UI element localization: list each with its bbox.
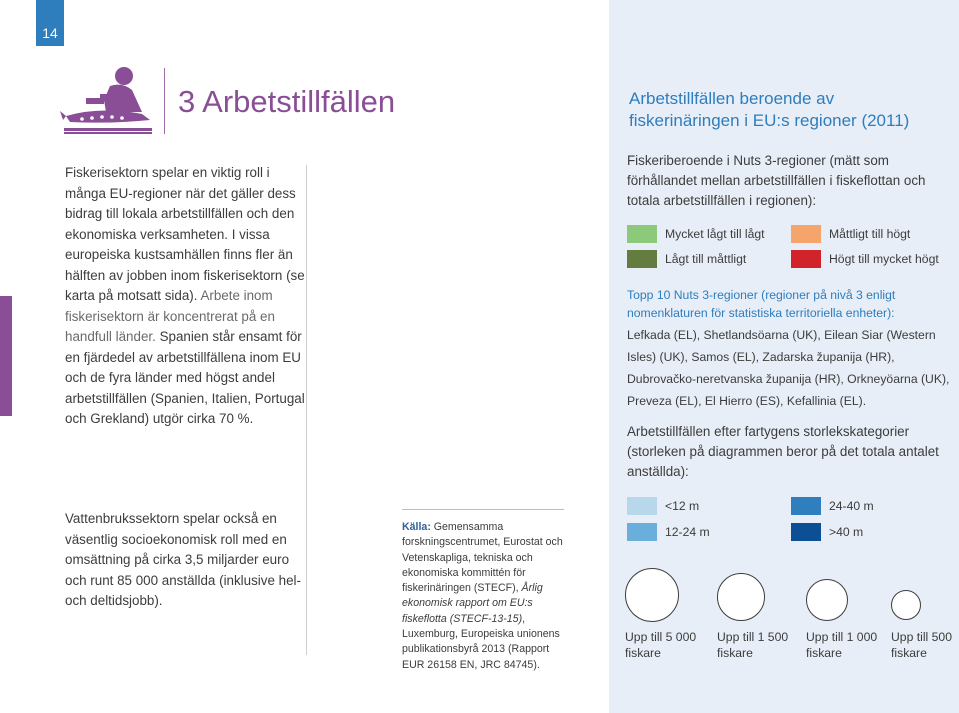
size-circle-1000 — [806, 579, 848, 621]
fisheries-worker-icon — [60, 64, 156, 136]
legend-item-24-40m: 24-40 m — [791, 497, 874, 515]
paragraph-1-main: Fiskerisektorn spelar en viktig roll i m… — [65, 165, 305, 303]
top10-list: Lefkada (EL), Shetlandsöarna (UK), Eilea… — [627, 328, 950, 408]
source-report-title: Årlig ekonomisk rapport om EU:s fiskeflo… — [402, 582, 543, 625]
legend-label: <12 m — [665, 499, 700, 513]
vessel-size-heading: Arbetstillfällen efter fartygens storlek… — [627, 424, 939, 479]
panel-intro: Fiskeriberoende i Nuts 3-regioner (mätt … — [627, 153, 926, 208]
legend-swatch — [791, 523, 821, 541]
circle-label-line2: fiskare — [717, 646, 753, 660]
source-label: Källa: — [402, 521, 431, 533]
circle-label-line1: Upp till 5 000 — [625, 630, 697, 644]
page-number: 14 — [36, 0, 64, 46]
legend-item-very-low-to-low: Mycket lågt till lågt — [627, 225, 765, 243]
size-circle-1500 — [717, 573, 765, 621]
legend-swatch — [627, 523, 657, 541]
panel-title: Arbetstillfällen beroende av fiskerinäri… — [629, 89, 910, 130]
legend-swatch — [791, 225, 821, 243]
top10-heading: Topp 10 Nuts 3-regioner (regioner på niv… — [627, 288, 896, 320]
column-divider — [306, 165, 307, 655]
legend-item-over-40m: >40 m — [791, 523, 863, 541]
legend-swatch — [627, 225, 657, 243]
legend-swatch — [627, 497, 657, 515]
legend-label: >40 m — [829, 525, 864, 539]
circle-label-1500: Upp till 1 500 fiskare — [717, 629, 788, 661]
legend-item-12-24m: 12-24 m — [627, 523, 710, 541]
legend-label: 24-40 m — [829, 499, 874, 513]
legend-item-under-12m: <12 m — [627, 497, 699, 515]
legend-swatch — [791, 497, 821, 515]
paragraph-1-tail: Spanien står ensamt för en fjärdedel av … — [65, 329, 305, 426]
circle-label-line2: fiskare — [891, 646, 927, 660]
paragraph-1-dim: Arbete inom fiskerisektorn är koncentrer… — [65, 288, 275, 344]
body-paragraph-1: Fiskerisektorn spelar en viktig roll i m… — [65, 163, 305, 430]
legend-label: Måttligt till högt — [829, 227, 911, 241]
chapter-title: 3 Arbetstillfällen — [178, 84, 396, 119]
legend-item-low-to-moderate: Lågt till måttligt — [627, 250, 746, 268]
circle-label-line2: fiskare — [625, 646, 661, 660]
circle-label-5000: Upp till 5 000 fiskare — [625, 629, 696, 661]
circle-label-line2: fiskare — [806, 646, 842, 660]
circle-label-line1: Upp till 1 000 — [806, 630, 878, 644]
legend-swatch — [627, 250, 657, 268]
legend-label: Högt till mycket högt — [829, 252, 939, 266]
source-text-1: Gemensamma forskningscentrumet, Eurostat… — [402, 521, 563, 595]
legend-label: 12-24 m — [665, 525, 710, 539]
circle-label-500: Upp till 500 fiskare — [891, 629, 952, 661]
source-rule — [402, 509, 564, 510]
circle-label-1000: Upp till 1 000 fiskare — [806, 629, 877, 661]
source-text-2: , Luxemburg, Europeiska unionens publika… — [402, 612, 560, 671]
chapter-divider — [164, 68, 165, 134]
legend-item-high-to-very-high: Högt till mycket högt — [791, 250, 939, 268]
circle-label-line1: Upp till 500 — [891, 630, 952, 644]
body-paragraph-2: Vattenbrukssektorn spelar också en väsen… — [65, 511, 301, 608]
circle-label-line1: Upp till 1 500 — [717, 630, 789, 644]
chapter-side-tab — [0, 296, 12, 416]
size-circle-500 — [891, 590, 921, 620]
legend-label: Mycket lågt till lågt — [665, 227, 765, 241]
size-circle-5000 — [625, 568, 679, 622]
legend-label: Lågt till måttligt — [665, 252, 747, 266]
source-note: Källa: Gemensamma forskningscentrumet, E… — [402, 520, 572, 673]
legend-item-moderate-to-high: Måttligt till högt — [791, 225, 910, 243]
legend-swatch — [791, 250, 821, 268]
